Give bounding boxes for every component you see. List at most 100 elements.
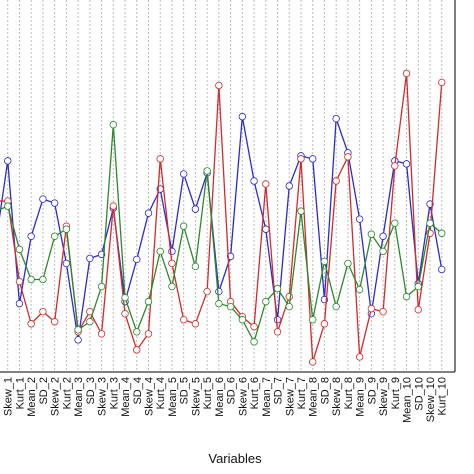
point xyxy=(332,114,340,123)
point xyxy=(168,247,176,256)
point xyxy=(215,81,223,90)
point xyxy=(379,247,387,256)
x-tick-label: Kurt_1 xyxy=(14,377,26,409)
point xyxy=(238,316,247,324)
point xyxy=(156,247,164,256)
point xyxy=(414,282,422,291)
point xyxy=(438,78,446,87)
x-tick-label: SD_7 xyxy=(273,377,285,405)
x-tick-label: Kurt_6 xyxy=(249,377,261,409)
x-tick-label: Mean_4 xyxy=(120,377,132,417)
x-tick-label: Skew_8 xyxy=(331,377,343,416)
x-tick-label: Skew_10 xyxy=(425,377,437,422)
point xyxy=(156,155,164,163)
x-tick-label: Skew_7 xyxy=(284,377,296,416)
point xyxy=(402,69,411,78)
point xyxy=(320,257,329,266)
point xyxy=(297,155,305,163)
point xyxy=(50,318,59,326)
point xyxy=(179,222,188,230)
x-tick-label: SD_8 xyxy=(319,377,331,405)
point xyxy=(15,277,24,286)
point xyxy=(402,292,411,301)
point xyxy=(309,316,317,324)
x-axis-label: Variables xyxy=(208,451,262,466)
point xyxy=(273,316,282,324)
point xyxy=(133,346,141,354)
point xyxy=(238,112,247,121)
point xyxy=(250,177,258,185)
point xyxy=(332,302,340,311)
x-tick-label: SD_4 xyxy=(132,377,144,405)
point xyxy=(97,330,106,338)
point xyxy=(203,167,211,175)
point xyxy=(144,297,153,306)
x-tick-label: Mean_10 xyxy=(402,377,414,423)
point xyxy=(426,219,434,227)
x-tick-label: Kurt_5 xyxy=(202,377,214,409)
point xyxy=(297,207,305,215)
point xyxy=(309,358,317,366)
point xyxy=(15,299,24,308)
point xyxy=(144,209,153,217)
x-tick-label: Skew_9 xyxy=(378,377,390,416)
point xyxy=(438,265,446,274)
point xyxy=(215,287,223,296)
x-tick-label: Mean_6 xyxy=(214,377,226,417)
point xyxy=(367,304,376,313)
point xyxy=(144,330,153,338)
point xyxy=(168,259,176,268)
point xyxy=(86,318,94,326)
point xyxy=(27,275,35,284)
x-tick-label: Kurt_4 xyxy=(155,377,167,409)
point xyxy=(285,292,293,301)
point xyxy=(50,232,59,240)
x-tick-label: SD_3 xyxy=(85,377,97,405)
point xyxy=(191,205,200,213)
point xyxy=(273,328,282,336)
point xyxy=(62,225,71,233)
point xyxy=(97,282,106,291)
point xyxy=(344,259,352,268)
point xyxy=(133,328,141,336)
point xyxy=(262,225,270,233)
point xyxy=(367,230,376,238)
point xyxy=(179,170,188,178)
x-tick-label: Skew_4 xyxy=(143,377,155,416)
x-tick-label: Skew_1 xyxy=(3,377,15,416)
point xyxy=(309,155,317,163)
x-tick-label: Mean_7 xyxy=(261,377,273,417)
x-tick-label: SD_2 xyxy=(38,377,50,405)
point xyxy=(355,215,364,223)
point xyxy=(250,323,258,331)
point xyxy=(62,259,71,268)
point xyxy=(355,353,364,361)
point xyxy=(262,297,270,306)
point xyxy=(109,120,117,129)
point xyxy=(50,199,59,207)
x-tick-label: Kurt_2 xyxy=(61,377,73,409)
x-tick-label: Skew_2 xyxy=(50,377,62,416)
point xyxy=(74,326,82,334)
x-tick-label: Mean_3 xyxy=(73,377,85,417)
x-tick-label: Skew_6 xyxy=(237,377,249,416)
point xyxy=(39,307,47,316)
x-tick-label: Kurt_8 xyxy=(343,377,355,409)
x-tick-label: Kurt_3 xyxy=(108,377,120,409)
point xyxy=(414,305,422,314)
x-tick-label: Skew_5 xyxy=(190,377,202,416)
point xyxy=(168,282,176,291)
point xyxy=(391,219,399,227)
point xyxy=(179,316,188,324)
x-tick-label: Kurt_9 xyxy=(390,377,402,409)
point xyxy=(39,195,47,203)
x-tick-label: Mean_9 xyxy=(355,377,367,417)
point xyxy=(121,293,129,302)
point xyxy=(203,287,211,296)
point xyxy=(273,284,282,293)
point xyxy=(215,299,223,308)
point xyxy=(402,160,411,168)
point xyxy=(191,262,200,271)
point xyxy=(109,202,117,210)
